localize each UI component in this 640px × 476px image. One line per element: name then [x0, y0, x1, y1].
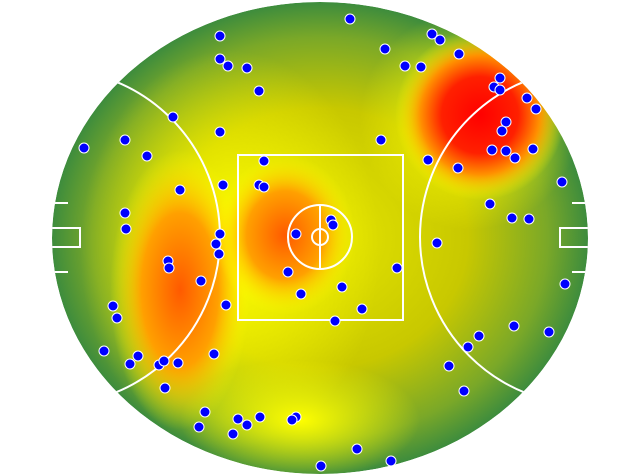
data-point: [385, 455, 397, 467]
data-point: [506, 212, 518, 224]
data-point: [241, 62, 253, 74]
data-point: [494, 84, 506, 96]
data-point: [199, 406, 211, 418]
data-point: [107, 300, 119, 312]
data-point: [111, 312, 123, 324]
data-point: [220, 299, 232, 311]
data-point: [452, 162, 464, 174]
data-point: [484, 198, 496, 210]
data-point: [351, 443, 363, 455]
data-point: [214, 53, 226, 65]
data-point: [559, 278, 571, 290]
data-point: [254, 411, 266, 423]
data-point: [214, 228, 226, 240]
data-point: [98, 345, 110, 357]
data-point: [329, 315, 341, 327]
data-point: [434, 34, 446, 46]
data-point: [443, 360, 455, 372]
data-point: [494, 72, 506, 84]
data-point: [500, 116, 512, 128]
data-point: [431, 237, 443, 249]
data-point: [399, 60, 411, 72]
data-point: [453, 48, 465, 60]
data-point: [132, 350, 144, 362]
data-point: [375, 134, 387, 146]
data-point: [253, 85, 265, 97]
data-point: [172, 357, 184, 369]
data-point: [232, 413, 244, 425]
data-point: [163, 262, 175, 274]
data-point: [523, 213, 535, 225]
data-point: [415, 61, 427, 73]
data-point: [556, 176, 568, 188]
data-point: [462, 341, 474, 353]
data-point: [222, 60, 234, 72]
data-point: [195, 275, 207, 287]
data-point: [124, 358, 136, 370]
data-point: [208, 348, 220, 360]
data-point: [193, 421, 205, 433]
data-point: [78, 142, 90, 154]
data-point: [213, 248, 225, 260]
data-point: [214, 126, 226, 138]
data-point: [422, 154, 434, 166]
data-point: [174, 184, 186, 196]
data-point: [486, 144, 498, 156]
data-point: [426, 28, 438, 40]
data-point: [473, 330, 485, 342]
data-point: [217, 179, 229, 191]
data-point: [530, 103, 542, 115]
data-point: [227, 428, 239, 440]
data-point: [356, 303, 368, 315]
data-point: [336, 281, 348, 293]
data-point: [327, 219, 339, 231]
data-point: [290, 228, 302, 240]
data-point: [119, 134, 131, 146]
data-point: [141, 150, 153, 162]
data-point: [344, 13, 356, 25]
data-point: [391, 262, 403, 274]
data-point: [167, 111, 179, 123]
data-point: [458, 385, 470, 397]
data-point: [508, 320, 520, 332]
data-point: [500, 145, 512, 157]
data-point: [295, 288, 307, 300]
data-point: [286, 414, 298, 426]
data-point: [521, 92, 533, 104]
data-point: [258, 155, 270, 167]
data-point: [210, 238, 222, 250]
data-point: [120, 223, 132, 235]
data-point: [159, 382, 171, 394]
data-point: [379, 43, 391, 55]
data-point: [214, 30, 226, 42]
data-point: [543, 326, 555, 338]
data-point: [282, 266, 294, 278]
data-point: [158, 355, 170, 367]
data-point: [315, 460, 327, 472]
data-point: [509, 152, 521, 164]
data-point: [258, 181, 270, 193]
data-point: [119, 207, 131, 219]
data-point: [241, 419, 253, 431]
data-point: [496, 125, 508, 137]
data-point: [527, 143, 539, 155]
